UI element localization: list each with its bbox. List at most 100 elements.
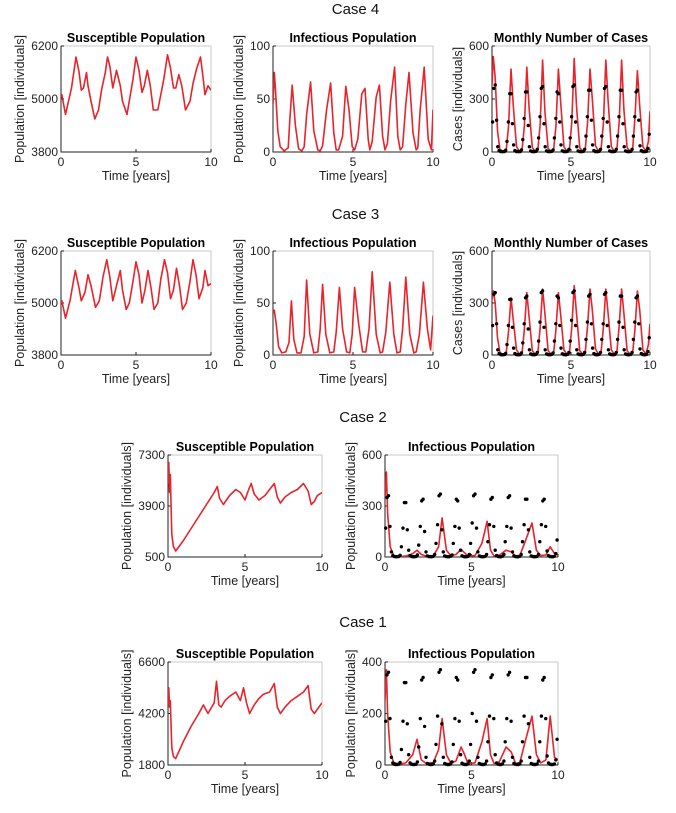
data-point — [588, 292, 592, 296]
plot-frame — [384, 454, 559, 558]
data-point — [492, 86, 496, 91]
data-point — [572, 83, 576, 87]
data-point — [451, 541, 455, 546]
data-point — [507, 494, 512, 498]
data-point — [418, 524, 422, 529]
data-point — [384, 719, 388, 723]
data-point — [458, 753, 463, 757]
data-point — [386, 670, 391, 674]
data-point — [585, 320, 590, 324]
y-tick-label: 200 — [362, 707, 382, 721]
x-tick-label: 0 — [165, 560, 172, 574]
data-point — [617, 115, 621, 119]
data-point — [528, 550, 532, 554]
data-point — [450, 760, 454, 764]
y-tick-label: 50 — [257, 296, 271, 310]
data-point — [584, 134, 588, 138]
x-tick-label: 10 — [426, 358, 440, 372]
data-point — [505, 524, 509, 529]
data-point — [646, 146, 650, 151]
data-point — [505, 342, 509, 347]
y-tick-label: 6200 — [31, 244, 58, 258]
model-curve — [385, 668, 558, 765]
data-point — [401, 526, 405, 530]
data-point — [573, 323, 578, 328]
x-tick-label: 5 — [133, 155, 140, 169]
panel-title: Monthly Number of Cases — [494, 31, 648, 45]
data-point — [496, 145, 500, 149]
model-curve — [273, 271, 433, 354]
panel-title: Susceptible Population — [176, 440, 314, 454]
data-point — [526, 327, 530, 331]
x-axis-label: Time [years] — [537, 372, 605, 386]
data-point — [474, 719, 479, 723]
data-point — [458, 548, 463, 552]
y-axis-label: Cases [individuals] — [451, 251, 465, 355]
data-point — [575, 348, 579, 352]
x-axis-label: Time [years] — [211, 574, 279, 588]
data-point — [519, 351, 524, 355]
data-point — [509, 526, 513, 530]
model-curve — [61, 54, 211, 120]
data-point — [585, 115, 590, 119]
data-point — [568, 339, 572, 343]
data-point — [619, 294, 624, 298]
data-point — [606, 145, 611, 149]
data-point — [543, 348, 547, 352]
data-point — [505, 716, 509, 721]
data-point — [431, 762, 435, 766]
data-point — [615, 134, 620, 138]
model-curve — [61, 258, 211, 319]
data-point — [638, 144, 642, 148]
data-point — [646, 349, 650, 354]
data-point — [486, 540, 490, 544]
y-tick-label: 7300 — [138, 448, 165, 462]
data-point — [494, 322, 499, 326]
panel-title: Susceptible Population — [67, 31, 205, 45]
y-axis-label: Cases [individuals] — [451, 47, 465, 151]
data-point — [572, 289, 576, 293]
data-point — [435, 523, 440, 527]
y-tick-label: 0 — [375, 550, 382, 564]
panel-1-2: Monthly Number of Cases 0 300 600 0 5 10 Time [… — [451, 236, 657, 386]
y-tick-label: 0 — [375, 758, 382, 772]
data-point — [535, 147, 539, 151]
data-point — [536, 552, 541, 557]
case-title: Case 3 — [332, 206, 380, 223]
panel-0-1: Infectious Population 0 50 100 0 5 10 Time [yea… — [232, 31, 440, 183]
panel-title: Infectious Population — [289, 236, 416, 250]
data-point — [503, 740, 507, 744]
data-point — [621, 325, 625, 329]
y-axis-label: Population [individuals] — [232, 35, 246, 163]
data-point — [415, 553, 420, 557]
data-point — [601, 116, 605, 121]
y-tick-label: 3800 — [31, 145, 58, 159]
data-point — [399, 747, 404, 752]
y-tick-label: 4200 — [138, 707, 165, 721]
data-point — [470, 521, 474, 525]
x-tick-label: 0 — [382, 768, 389, 782]
data-point — [633, 320, 637, 324]
data-point — [538, 320, 542, 324]
data-point — [489, 675, 493, 680]
panel-title: Infectious Population — [408, 440, 535, 454]
data-point — [466, 762, 470, 766]
data-point — [555, 538, 559, 542]
data-point — [450, 553, 454, 557]
y-tick-label: 300 — [362, 499, 382, 513]
data-point — [575, 145, 579, 149]
data-point — [621, 122, 625, 126]
x-tick-label: 0 — [270, 358, 277, 372]
y-tick-label: 5000 — [31, 296, 58, 310]
data-point — [421, 675, 425, 680]
x-tick-label: 5 — [468, 768, 475, 782]
case-title: Case 4 — [332, 1, 380, 18]
data-point — [433, 552, 437, 557]
data-point — [635, 294, 640, 298]
x-tick-label: 10 — [426, 155, 440, 169]
data-point — [569, 115, 574, 119]
y-tick-label: 1800 — [138, 758, 165, 772]
x-tick-label: 10 — [643, 155, 657, 169]
model-curve — [385, 471, 558, 557]
